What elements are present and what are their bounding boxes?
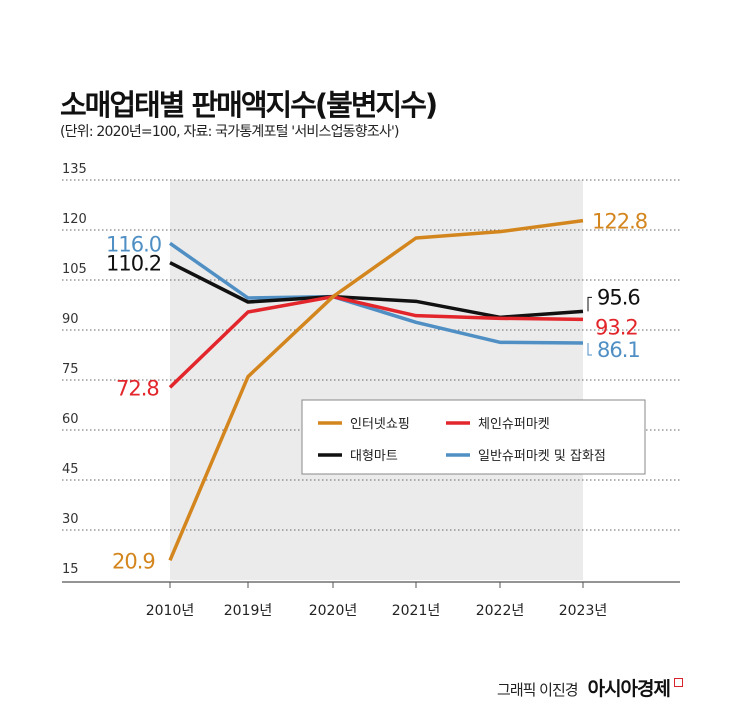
data-label: 122.8 — [592, 210, 647, 234]
legend-box — [301, 399, 646, 475]
data-label: 93.2 — [595, 315, 638, 339]
footer: 그래픽 이진경 아시아경제 — [497, 674, 683, 701]
y-tick-label: 120 — [62, 212, 87, 227]
series-line-0 — [168, 218, 584, 562]
y-tick-label: 60 — [62, 412, 79, 427]
x-tick-label: 2021년 — [392, 603, 441, 619]
data-label: 110.2 — [106, 252, 161, 276]
y-tick-label: 30 — [62, 512, 79, 527]
y-tick-label: 90 — [62, 312, 79, 327]
y-tick-label: 45 — [62, 462, 79, 477]
x-tick-label: 2020년 — [309, 603, 358, 619]
y-tick-label: 15 — [62, 562, 79, 577]
data-label: 116.0 — [106, 232, 161, 256]
data-label: 20.9 — [112, 549, 155, 573]
legend-label: 체인슈퍼마켓 — [478, 417, 550, 432]
legend-label: 일반슈퍼마켓 및 잡화점 — [478, 449, 606, 464]
leader-line — [587, 296, 592, 312]
leader-line — [587, 343, 592, 356]
data-label: 72.8 — [116, 376, 159, 400]
y-tick-label: 75 — [62, 362, 79, 377]
series-line-2 — [169, 261, 584, 320]
data-label: 86.1 — [597, 338, 640, 362]
shaded-area — [170, 180, 583, 580]
legend-label: 대형마트 — [350, 449, 398, 464]
y-tick-label: 135 — [62, 162, 87, 177]
brand-logo: 아시아경제 — [587, 678, 671, 700]
series-line-3 — [168, 241, 584, 345]
x-tick-label: 2022년 — [476, 603, 525, 619]
x-tick-label: 2019년 — [224, 603, 273, 619]
y-tick-label: 105 — [62, 262, 87, 277]
chart-title: 소매업태별 판매액지수(불변지수) — [60, 88, 438, 122]
legend-label: 인터넷쇼핑 — [350, 417, 410, 432]
x-tick-label: 2023년 — [559, 603, 608, 619]
brand-mark-icon — [674, 678, 683, 687]
data-label: 95.6 — [597, 285, 640, 309]
chart-subtitle: (단위: 2020년=100, 자료: 국가통계포털 '서비스업동향조사') — [60, 124, 400, 140]
graphic-credit: 그래픽 이진경 — [497, 681, 579, 699]
x-tick-label: 2010년 — [146, 603, 195, 619]
series-line-1 — [168, 294, 584, 389]
